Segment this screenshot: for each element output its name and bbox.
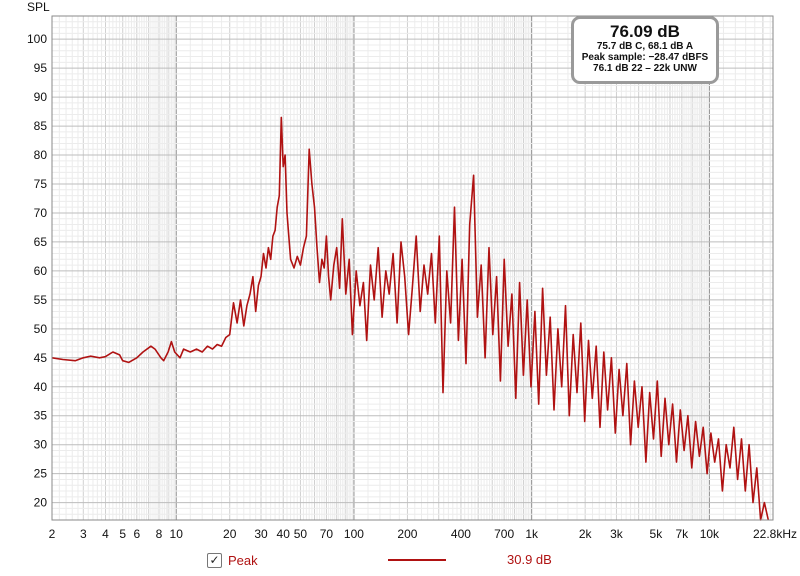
- peak-checkbox[interactable]: ✓: [207, 553, 222, 568]
- peak-series-label[interactable]: Peak: [228, 553, 258, 568]
- grid: [51, 15, 773, 521]
- x-tick-label: 30: [254, 527, 268, 541]
- x-tick-label: 70: [320, 527, 334, 541]
- x-tick-label: 6: [133, 527, 140, 541]
- x-tick-labels: 2 3 4 5 6 8 10 20 30 40 50 70 100 200 400 700 1k 2k 3k 5k 7k…: [49, 527, 797, 541]
- y-tick-label: 75: [34, 177, 48, 191]
- readout-peak-sample: Peak sample: −28.47 dBFS: [581, 52, 709, 64]
- x-tick-label: 22.8kHz: [753, 527, 797, 541]
- x-tick-label: 3: [80, 527, 87, 541]
- x-tick-label: 2k: [579, 527, 593, 541]
- y-tick-label: 80: [34, 148, 48, 162]
- x-tick-label: 1k: [525, 527, 539, 541]
- y-tick-label: 95: [34, 61, 48, 75]
- y-tick-label: 50: [34, 322, 48, 336]
- x-tick-label: 40: [277, 527, 291, 541]
- y-tick-labels: 20 25 30 35 40 45 50 55 60 65 70 75 80 85 90 95 100: [27, 32, 47, 509]
- y-tick-label: 90: [34, 90, 48, 104]
- y-tick-label: 30: [34, 438, 48, 452]
- x-tick-label: 50: [294, 527, 308, 541]
- y-tick-label: 65: [34, 235, 48, 249]
- series-layer: [51, 116, 770, 521]
- y-tick-label: 40: [34, 380, 48, 394]
- y-tick-label: 25: [34, 467, 48, 481]
- x-tick-label: 3k: [610, 527, 624, 541]
- x-tick-label: 20: [223, 527, 237, 541]
- x-tick-label: 400: [451, 527, 471, 541]
- y-tick-label: 45: [34, 351, 48, 365]
- x-tick-label: 4: [102, 527, 109, 541]
- y-tick-label: 20: [34, 496, 48, 510]
- y-tick-label: 70: [34, 206, 48, 220]
- x-tick-label: 2: [49, 527, 56, 541]
- y-tick-label: 55: [34, 293, 48, 307]
- x-tick-label: 10k: [700, 527, 720, 541]
- x-tick-label: 5: [119, 527, 126, 541]
- peak-value: 30.9 dB: [507, 552, 552, 567]
- y-tick-label: 85: [34, 119, 48, 133]
- y-tick-label: 100: [27, 32, 47, 46]
- readout-main-value: 76.09 dB: [610, 22, 680, 41]
- x-tick-label: 8: [156, 527, 163, 541]
- x-tick-label: 700: [494, 527, 514, 541]
- y-tick-label: 35: [34, 409, 48, 423]
- y-tick-label: 60: [34, 264, 48, 278]
- readout-unweighted: 76.1 dB 22 – 22k UNW: [593, 63, 697, 75]
- plot-frame: [51, 15, 774, 521]
- x-tick-label: 200: [397, 527, 417, 541]
- x-tick-label: 5k: [650, 527, 664, 541]
- readout-weighted-values: 75.7 dB C, 68.1 dB A: [596, 41, 694, 53]
- legend: ✓ Peak 30.9 dB: [0, 549, 800, 573]
- peak-line-swatch: [388, 559, 446, 561]
- level-readout: 76.09 dB 75.7 dB C, 68.1 dB A Peak sampl…: [571, 16, 719, 84]
- x-tick-label: 7k: [676, 527, 690, 541]
- series-line-peak: [51, 116, 770, 521]
- x-tick-label: 100: [344, 527, 364, 541]
- y-axis-label: SPL: [27, 0, 50, 14]
- x-tick-label: 10: [170, 527, 184, 541]
